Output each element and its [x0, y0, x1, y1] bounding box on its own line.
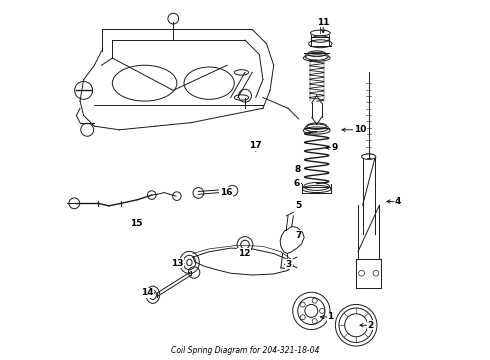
Text: 2: 2	[368, 321, 374, 330]
Text: 7: 7	[295, 231, 301, 240]
Text: 4: 4	[394, 197, 401, 206]
Text: 9: 9	[331, 143, 338, 152]
Text: 16: 16	[220, 188, 233, 197]
Text: 5: 5	[295, 201, 301, 210]
Text: 6: 6	[294, 179, 300, 188]
Text: 10: 10	[354, 125, 366, 134]
Text: Coil Spring Diagram for 204-321-18-04: Coil Spring Diagram for 204-321-18-04	[171, 346, 319, 355]
Text: 1: 1	[327, 312, 334, 321]
Text: 15: 15	[130, 219, 143, 228]
Text: 14: 14	[141, 288, 154, 297]
Text: 12: 12	[238, 249, 250, 258]
Text: 11: 11	[317, 18, 329, 27]
Text: 8: 8	[295, 165, 301, 174]
Text: 17: 17	[249, 141, 262, 150]
Text: 3: 3	[286, 260, 292, 269]
Text: 13: 13	[171, 259, 183, 268]
